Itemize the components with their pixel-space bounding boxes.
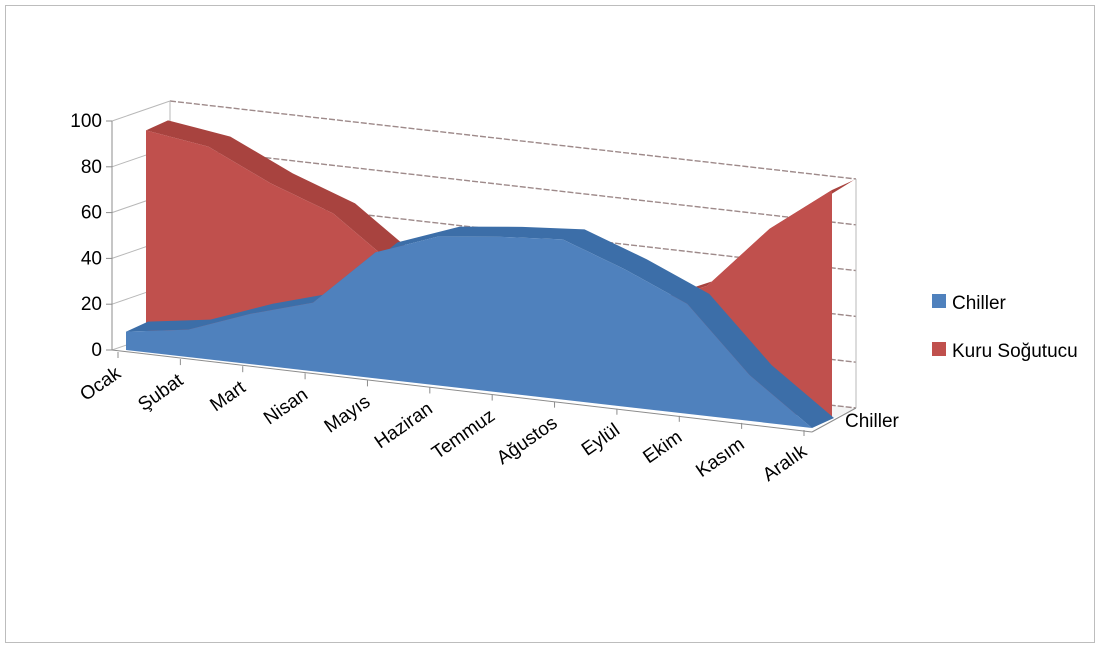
- y-tick-label: 60: [81, 203, 102, 224]
- series-top-surface: [126, 226, 834, 428]
- legend[interactable]: Chiller Kuru Soğutucu: [932, 293, 1078, 362]
- legend-swatch-chiller: [932, 294, 946, 308]
- depth-axis-line: [811, 407, 857, 433]
- axes: [111, 121, 857, 433]
- back-gridline: [169, 100, 857, 180]
- x-tick-label: Şubat: [135, 370, 188, 416]
- x-tick-label: Aralık: [759, 441, 811, 486]
- back-gridline: [169, 146, 857, 226]
- series-layer: [125, 120, 854, 429]
- x-tick-label: Haziran: [371, 398, 437, 453]
- x-tick-label: Temmuz: [428, 405, 499, 463]
- legend-swatch-kuru-sogutucu: [932, 342, 946, 356]
- y-tick-label: 100: [70, 111, 102, 132]
- side-gridline: [111, 100, 171, 122]
- x-tick-label: Kasım: [692, 434, 748, 482]
- x-tick-label: Ocak: [76, 363, 125, 406]
- legend-label-kuru-sogutucu: Kuru Soğutucu: [952, 341, 1078, 362]
- depth-axis-label: Chiller: [845, 411, 900, 432]
- y-tick-label: 40: [81, 248, 102, 269]
- y-tick-label: 20: [81, 294, 102, 315]
- y-tick-label: 80: [81, 157, 102, 178]
- y-axis-tick-labels: 0 20 40 60 80 100: [70, 111, 112, 361]
- x-axis-line: [111, 349, 813, 433]
- x-tick-label: Eylül: [578, 420, 624, 461]
- x-tick-label: Ekim: [639, 427, 686, 468]
- series-chiller[interactable]: [125, 226, 834, 429]
- x-tick-label: Nisan: [260, 384, 312, 429]
- x-tick-label: Mart: [206, 377, 250, 416]
- legend-label-chiller: Chiller: [952, 293, 1007, 314]
- x-tick-label: Mayıs: [321, 391, 375, 437]
- series-top-surface: [146, 120, 854, 322]
- series-area: [126, 236, 812, 428]
- x-tick-label: Ağustos: [493, 413, 561, 470]
- y-tick-label: 0: [91, 340, 102, 361]
